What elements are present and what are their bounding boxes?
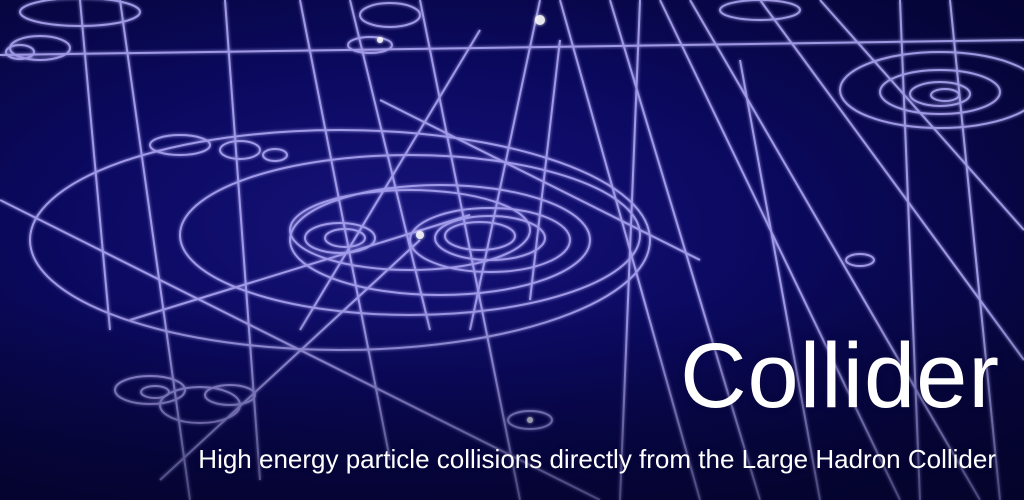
app-title: Collider	[680, 325, 1000, 427]
app-tagline: High energy particle collisions directly…	[198, 444, 996, 474]
